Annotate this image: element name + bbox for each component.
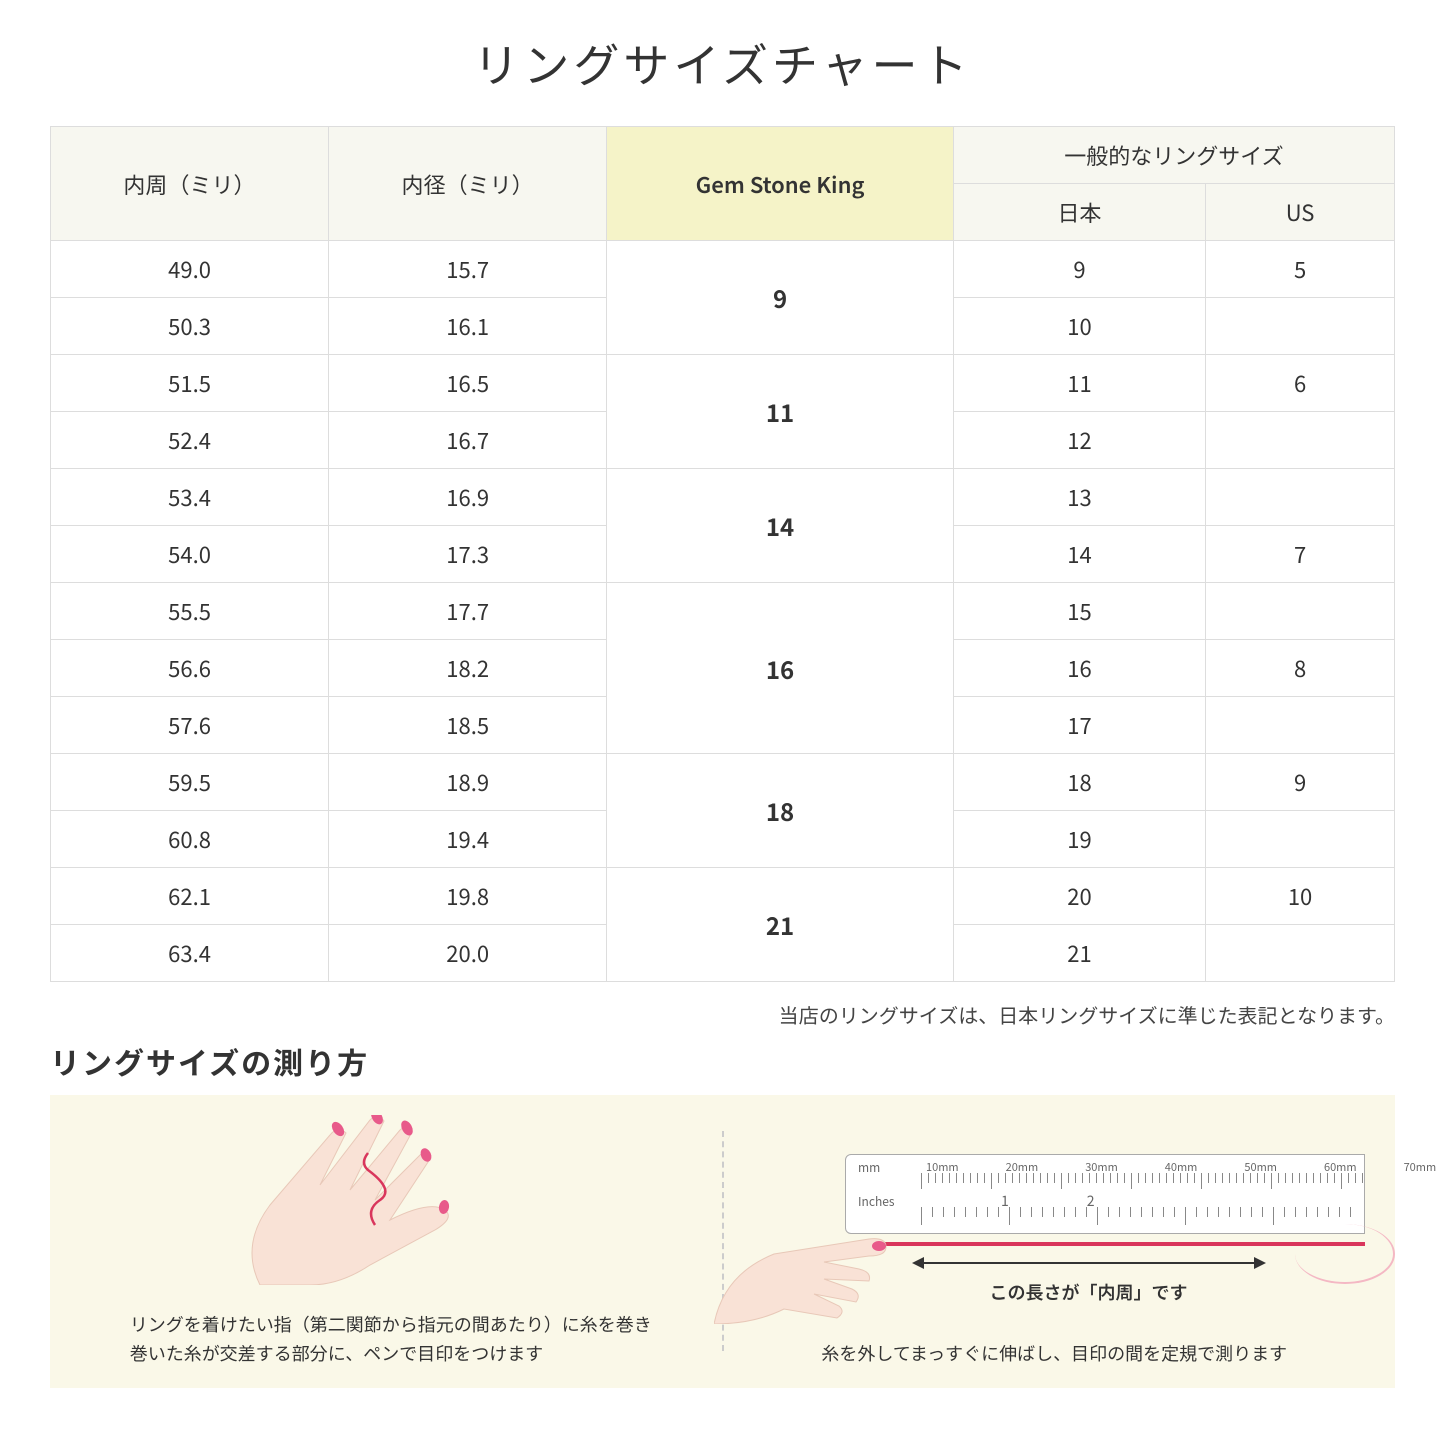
hand-point-icon: [714, 1194, 914, 1324]
howto-right-panel: mm Inches 10mm20mm30mm40mm50mm60mm70mm 1…: [744, 1115, 1366, 1368]
measurement-arrow: [914, 1262, 1264, 1264]
howto-left-panel: リングを着けたい指（第二関節から指元の間あたり）に糸を巻き 巻いた糸が交差する部…: [80, 1115, 702, 1368]
header-diameter: 内径（ミリ）: [329, 127, 607, 241]
ruler-illustration: mm Inches 10mm20mm30mm40mm50mm60mm70mm 1…: [744, 1144, 1366, 1324]
table-note: 当店のリングサイズは、日本リングサイズに準じた表記となります。: [50, 1000, 1395, 1029]
page-title: リングサイズチャート: [50, 30, 1395, 96]
ruler-icon: mm Inches 10mm20mm30mm40mm50mm60mm70mm 1…: [845, 1154, 1365, 1234]
table-body: 49.015.799550.316.11051.516.51111652.416…: [51, 241, 1395, 982]
howto-title: リングサイズの測り方: [50, 1039, 1395, 1083]
header-general: 一般的なリングサイズ: [953, 127, 1394, 184]
left-caption: リングを着けたい指（第二関節から指元の間あたり）に糸を巻き 巻いた糸が交差する部…: [130, 1310, 652, 1368]
header-circumference: 内周（ミリ）: [51, 127, 329, 241]
table-row: 62.119.8212010: [51, 868, 1395, 925]
header-gsk: Gem Stone King: [607, 127, 954, 241]
header-us: US: [1206, 184, 1395, 241]
hand-icon: [220, 1115, 480, 1285]
hand-wrap-illustration: [80, 1115, 702, 1295]
table-row: 51.516.511116: [51, 355, 1395, 412]
thread-line: [855, 1242, 1365, 1246]
table-row: 55.517.71615: [51, 583, 1395, 640]
table-row: 49.015.7995: [51, 241, 1395, 298]
howto-section: リングを着けたい指（第二関節から指元の間あたり）に糸を巻き 巻いた糸が交差する部…: [50, 1095, 1395, 1388]
arrow-label: この長さが「内周」です: [914, 1279, 1264, 1305]
size-chart-table: 内周（ミリ） 内径（ミリ） Gem Stone King 一般的なリングサイズ …: [50, 126, 1395, 982]
right-caption: 糸を外してまっすぐに伸ばし、目印の間を定規で測ります: [821, 1339, 1287, 1368]
header-japan: 日本: [953, 184, 1205, 241]
table-row: 59.518.918189: [51, 754, 1395, 811]
thread-curl: [1295, 1224, 1395, 1284]
table-row: 53.416.91413: [51, 469, 1395, 526]
